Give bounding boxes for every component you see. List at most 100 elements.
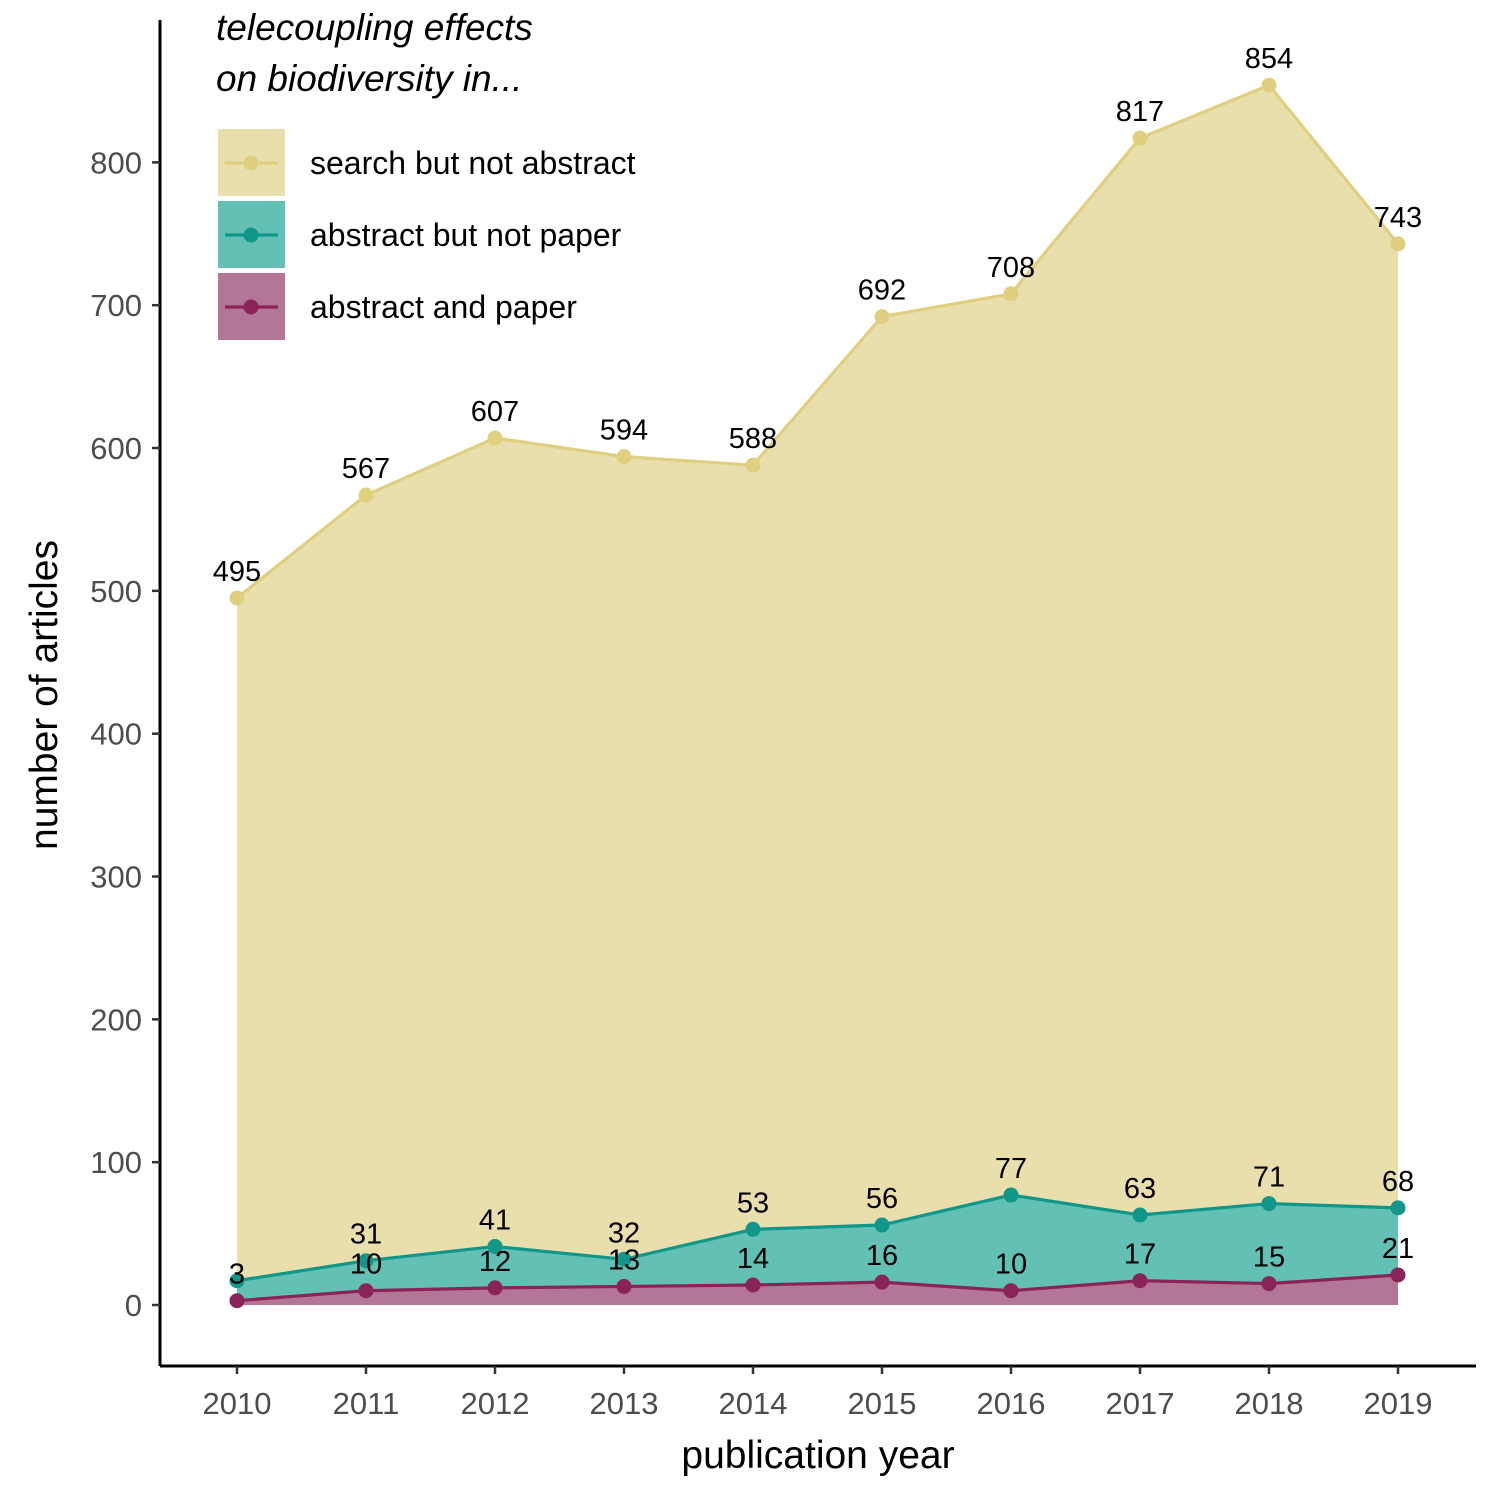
point-series-2-2014 [745,1221,761,1237]
legend-title-line-2: on biodiversity in... [216,58,522,99]
point-series-1-2014 [745,457,761,473]
y-tick-label-200: 200 [90,1002,142,1037]
series-areas [237,85,1398,1305]
x-tick-label-2018: 2018 [1235,1386,1304,1421]
point-series-1-2017 [1132,130,1148,146]
y-axis-title: number of articles [23,540,66,850]
data-label-series-2-2014: 53 [737,1187,769,1219]
line-series-3 [236,1273,1399,1303]
legend: telecoupling effects on biodiversity in.… [216,7,636,340]
data-label-series-1-2014: 588 [729,423,777,455]
point-series-1-2013 [616,449,632,465]
y-tick-label-100: 100 [90,1145,142,1180]
point-series-2-2013 [616,1251,632,1267]
series-points [229,77,1406,1309]
y-tick-label-600: 600 [90,431,142,466]
data-label-series-2-2019: 68 [1382,1166,1414,1198]
point-series-1-2016 [1003,286,1019,302]
y-tick-label-700: 700 [90,288,142,323]
point-series-2-2010 [229,1273,245,1289]
x-tick-label-2015: 2015 [848,1386,917,1421]
y-tick-label-500: 500 [90,574,142,609]
area-series-3 [237,1275,1398,1305]
point-series-1-2019 [1390,236,1406,252]
y-tick-label-400: 400 [90,717,142,752]
series-lines [236,83,1400,1303]
data-label-series-1-2016: 708 [987,252,1035,284]
data-label-series-1-2013: 594 [600,415,648,447]
x-tick-label-2019: 2019 [1364,1386,1433,1421]
point-series-1-2012 [487,430,503,446]
data-label-series-2-2015: 56 [866,1183,898,1215]
data-label-series-3-2010: 3 [229,1259,245,1291]
point-series-2-2011 [358,1253,374,1269]
point-series-3-2015 [874,1274,890,1290]
data-label-series-1-2015: 692 [858,275,906,307]
data-label-series-1-2017: 817 [1116,96,1164,128]
point-series-2-2019 [1390,1200,1406,1216]
data-label-series-3-2016: 10 [995,1249,1027,1281]
area-series-1 [237,85,1398,1305]
x-tick-label-2013: 2013 [590,1386,659,1421]
point-series-3-2019 [1390,1267,1406,1283]
point-series-1-2011 [358,487,374,503]
x-tick-label-2014: 2014 [719,1386,788,1421]
area-series-2 [237,1195,1398,1305]
x-tick-label-2017: 2017 [1106,1386,1175,1421]
x-tick-label-2010: 2010 [203,1386,272,1421]
data-label-series-1-2011: 567 [342,453,390,485]
point-series-3-2013 [616,1278,632,1294]
y-axis-ticks: 0 100 200 300 400 500 600 700 800 [90,145,160,1323]
data-label-series-1-2018: 854 [1245,43,1293,75]
legend-label-1: search but not abstract [310,145,636,181]
data-label-series-2-2012: 41 [479,1204,511,1236]
data-label-series-3-2017: 17 [1124,1239,1156,1271]
point-series-2-2015 [874,1217,890,1233]
point-series-2-2017 [1132,1207,1148,1223]
legend-keys: search but not abstract abstract but not … [218,129,636,340]
data-label-series-1-2019: 743 [1374,202,1422,234]
point-series-2-2016 [1003,1187,1019,1203]
x-tick-label-2012: 2012 [461,1386,530,1421]
data-labels: 495 567 607 594 588 692 708 817 854 743 31 41 32 53 56… [213,43,1422,1290]
point-series-1-2018 [1261,77,1277,93]
point-series-1-2015 [874,309,890,325]
point-series-3-2014 [745,1277,761,1293]
point-series-3-2011 [358,1283,374,1299]
y-tick-label-800: 800 [90,145,142,180]
point-series-2-2018 [1261,1196,1277,1212]
line-series-1 [236,83,1400,600]
y-tick-label-0: 0 [125,1288,142,1323]
data-label-series-3-2011: 10 [350,1249,382,1281]
point-series-3-2018 [1261,1276,1277,1292]
data-label-series-3-2014: 14 [737,1243,769,1275]
legend-label-3: abstract and paper [310,289,577,325]
data-label-series-3-2018: 15 [1253,1242,1285,1274]
data-label-series-3-2012: 12 [479,1246,511,1278]
legend-key-point-3 [243,299,259,315]
data-label-series-2-2011: 31 [350,1219,382,1251]
legend-title-line-1: telecoupling effects [216,7,533,48]
data-label-series-2-2018: 71 [1253,1162,1285,1194]
x-axis-ticks: 2010 2011 2012 2013 2014 2015 2016 2017 2018 2019 [203,1366,1433,1421]
line-series-2 [236,1193,1399,1283]
legend-label-2: abstract but not paper [310,217,622,253]
data-label-series-3-2013: 13 [608,1244,640,1276]
x-tick-label-2016: 2016 [977,1386,1046,1421]
point-series-3-2012 [487,1280,503,1296]
data-label-series-3-2015: 16 [866,1240,898,1272]
point-series-2-2012 [487,1238,503,1254]
data-label-series-2-2017: 63 [1124,1173,1156,1205]
legend-key-point-2 [243,227,259,243]
data-label-series-3-2019: 21 [1382,1233,1414,1265]
legend-key-point-1 [243,155,259,171]
point-series-3-2010 [229,1293,245,1309]
data-label-series-1-2010: 495 [213,556,261,588]
point-series-1-2010 [229,590,245,606]
data-label-series-2-2013: 32 [608,1217,640,1249]
y-tick-label-300: 300 [90,860,142,895]
x-axis-title: publication year [681,1434,954,1477]
data-label-series-1-2012: 607 [471,396,519,428]
point-series-3-2016 [1003,1283,1019,1299]
